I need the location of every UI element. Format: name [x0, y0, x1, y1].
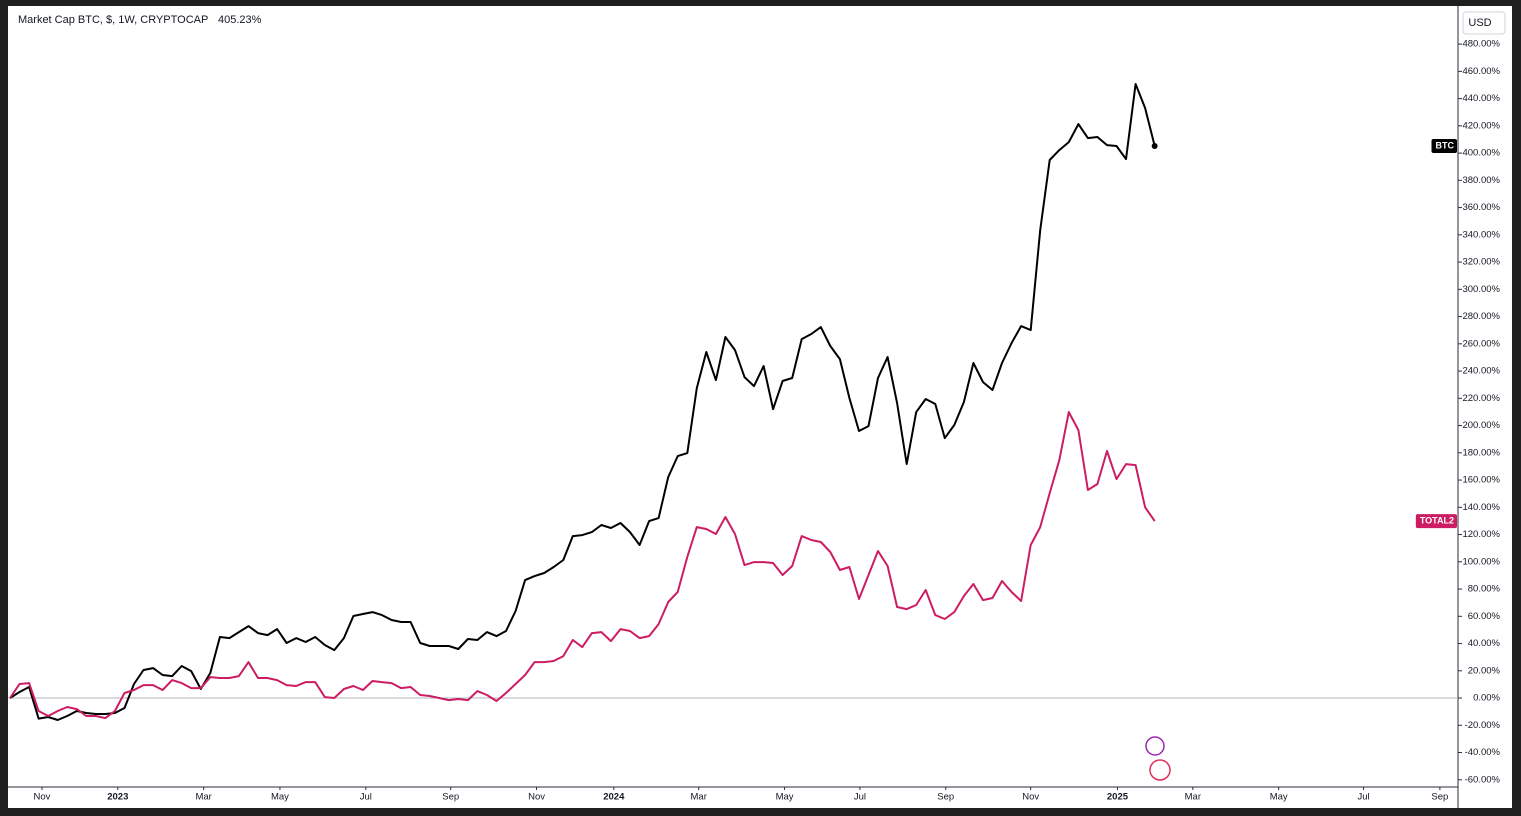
y-tick-label: 440.00%: [1462, 93, 1500, 104]
y-tick-label: 60.00%: [1468, 611, 1501, 622]
y-tick-label: -20.00%: [1465, 720, 1501, 731]
chart-background: [8, 6, 1512, 808]
event-icon[interactable]: [1145, 736, 1165, 756]
x-tick-label: Nov: [34, 792, 51, 803]
y-tick-label: 160.00%: [1462, 475, 1500, 486]
x-tick-label: Sep: [442, 792, 459, 803]
x-tick-label: Mar: [1185, 792, 1201, 803]
y-tick-label: 420.00%: [1462, 120, 1500, 131]
x-tick-label: May: [776, 792, 794, 803]
y-tick-label: 360.00%: [1462, 202, 1500, 213]
x-tick-label: Jul: [360, 792, 372, 803]
y-tick-label: 200.00%: [1462, 420, 1500, 431]
x-tick-label: Mar: [691, 792, 707, 803]
y-tick-label: 80.00%: [1468, 584, 1501, 595]
y-tick-label: 460.00%: [1462, 66, 1500, 77]
y-tick-label: 180.00%: [1462, 447, 1500, 458]
chart-title-value: 405.23%: [218, 14, 262, 26]
y-tick-label: -60.00%: [1465, 774, 1501, 785]
series-line: [9, 411, 1156, 720]
currency-label[interactable]: USD: [1468, 17, 1491, 29]
series-tag-label: TOTAL2: [1420, 515, 1454, 525]
x-tick-label: 2023: [107, 792, 128, 803]
x-tick-label: Nov: [1022, 792, 1039, 803]
chart-title: Market Cap BTC, $, 1W, CRYPTOCAP: [18, 14, 208, 26]
x-tick-label: Sep: [1431, 792, 1448, 803]
x-tick-label: Jul: [854, 792, 866, 803]
x-tick-label: Sep: [937, 792, 954, 803]
x-tick-label: Mar: [195, 792, 211, 803]
x-tick-label: May: [1270, 792, 1288, 803]
y-tick-label: 220.00%: [1462, 393, 1500, 404]
series-tag-box: [1431, 138, 1457, 153]
y-tick-label: 140.00%: [1462, 502, 1500, 513]
y-tick-label: 400.00%: [1462, 148, 1500, 159]
currency-button[interactable]: [1462, 11, 1506, 35]
series-tag: TOTAL2: [1415, 514, 1457, 529]
y-tick-label: 120.00%: [1462, 529, 1500, 540]
y-tick-label: 280.00%: [1462, 311, 1500, 322]
series-tag: BTC: [1431, 138, 1457, 153]
x-tick-label: Jul: [1357, 792, 1369, 803]
x-tick-label: Nov: [528, 792, 545, 803]
y-tick-label: 380.00%: [1462, 175, 1500, 186]
y-tick-label: 320.00%: [1462, 257, 1500, 268]
y-tick-label: 100.00%: [1462, 556, 1500, 567]
y-tick-label: 20.00%: [1468, 665, 1501, 676]
y-tick-label: 40.00%: [1468, 638, 1501, 649]
y-tick-label: 260.00%: [1462, 338, 1500, 349]
y-tick-label: 240.00%: [1462, 366, 1500, 377]
y-tick-label: -40.00%: [1465, 747, 1501, 758]
last-point: [1151, 142, 1158, 149]
y-tick-label: 480.00%: [1462, 39, 1500, 50]
x-tick-label: 2025: [1107, 792, 1129, 803]
y-tick-label: 0.00%: [1473, 693, 1500, 704]
x-tick-label: 2024: [603, 792, 625, 803]
x-tick-label: May: [271, 792, 289, 803]
series-tag-box: [1415, 514, 1457, 529]
y-tick-label: 300.00%: [1462, 284, 1500, 295]
event-icon[interactable]: [1149, 759, 1171, 781]
series-tag-label: BTC: [1436, 140, 1455, 150]
y-tick-label: 340.00%: [1462, 229, 1500, 240]
